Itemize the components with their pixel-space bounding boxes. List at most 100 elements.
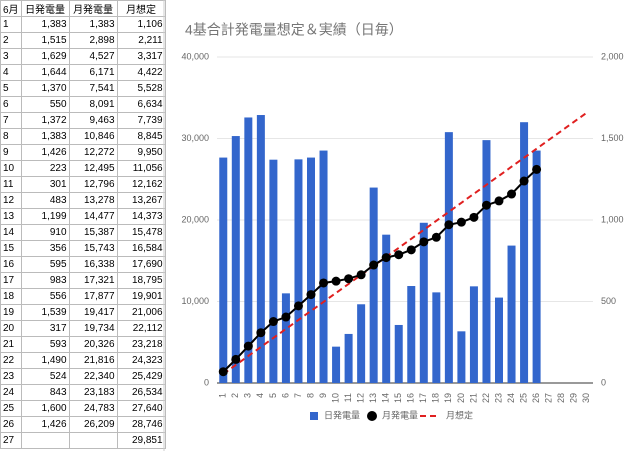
bar bbox=[256, 115, 265, 383]
line-point bbox=[306, 290, 316, 300]
table-row: 7 1,372 9,463 7,739 bbox=[0, 112, 166, 129]
bar bbox=[469, 286, 478, 383]
legend-label: 月想定 bbox=[446, 409, 473, 420]
table-row: 6月 日発電量 月発電量 月想定 bbox=[0, 0, 166, 17]
bar bbox=[520, 122, 529, 383]
line-point bbox=[469, 212, 479, 222]
table-row: 15 356 15,743 16,584 bbox=[0, 240, 166, 257]
y-tick-label: 10,000 bbox=[181, 296, 209, 306]
x-tick-label: 6 bbox=[280, 393, 290, 398]
table-row: 18 556 17,877 19,901 bbox=[0, 288, 166, 305]
line-point bbox=[331, 276, 341, 286]
table-cell: 29,851 bbox=[116, 432, 166, 449]
dashed-line bbox=[222, 111, 588, 375]
table-row: 24 843 23,183 26,534 bbox=[0, 384, 166, 401]
line-point bbox=[293, 301, 303, 311]
bar bbox=[394, 324, 403, 383]
table-row: 8 1,383 10,846 8,845 bbox=[0, 128, 166, 145]
table-row: 26 1,426 26,209 28,746 bbox=[0, 416, 166, 433]
bar bbox=[407, 286, 416, 383]
table-cell: 26,534 bbox=[116, 384, 166, 401]
x-tick-label: 7 bbox=[293, 393, 303, 398]
y2-tick-label: 2,000 bbox=[601, 51, 624, 61]
chart-title: 4基合計発電量想定＆実績（日毎） bbox=[185, 22, 403, 38]
y-tick-label: 30,000 bbox=[181, 133, 209, 143]
legend-swatch bbox=[310, 412, 318, 420]
bar bbox=[231, 136, 240, 383]
line-point bbox=[231, 354, 241, 364]
x-tick-label: 20 bbox=[456, 393, 466, 403]
bar bbox=[281, 293, 290, 383]
legend-label: 日発電量 bbox=[324, 409, 360, 420]
line-point bbox=[494, 196, 504, 206]
line-point bbox=[519, 176, 529, 186]
bar bbox=[495, 297, 503, 383]
line-point bbox=[268, 317, 278, 327]
table-row: 22 1,490 21,816 24,323 bbox=[0, 352, 166, 369]
legend-label: 月発電量 bbox=[382, 409, 418, 420]
x-tick-label: 21 bbox=[468, 393, 478, 403]
x-tick-label: 27 bbox=[544, 393, 554, 403]
line-point bbox=[456, 217, 466, 227]
x-tick-label: 2 bbox=[230, 393, 240, 398]
y2-tick-label: 0 bbox=[601, 377, 606, 387]
x-tick-label: 3 bbox=[243, 393, 253, 398]
x-tick-label: 25 bbox=[518, 393, 528, 403]
y2-tick-label: 1,500 bbox=[601, 133, 624, 143]
bar bbox=[369, 187, 378, 383]
table-row: 16 595 16,338 17,690 bbox=[0, 256, 166, 273]
bar bbox=[432, 292, 441, 383]
line-point bbox=[481, 200, 491, 210]
line-point bbox=[381, 253, 391, 263]
line-point bbox=[319, 278, 329, 288]
line-point bbox=[281, 312, 291, 322]
bar bbox=[457, 331, 466, 383]
bar bbox=[269, 159, 278, 383]
line-point bbox=[406, 245, 416, 255]
x-tick-label: 16 bbox=[406, 393, 416, 403]
table-cell: 17,690 bbox=[116, 256, 166, 273]
y2-tick-label: 500 bbox=[601, 296, 616, 306]
line-point bbox=[532, 164, 542, 174]
bar bbox=[294, 159, 303, 383]
x-tick-label: 5 bbox=[268, 393, 278, 398]
x-tick-label: 11 bbox=[343, 393, 353, 402]
line-point bbox=[344, 274, 354, 284]
bar bbox=[382, 234, 391, 383]
bar bbox=[219, 157, 228, 383]
x-tick-label: 15 bbox=[393, 393, 403, 403]
table-row: 11 301 12,796 12,162 bbox=[0, 176, 166, 193]
table-row: 23 524 22,340 25,429 bbox=[0, 368, 166, 385]
x-tick-label: 8 bbox=[305, 393, 315, 398]
x-tick-label: 18 bbox=[431, 393, 441, 403]
line-point bbox=[431, 232, 441, 242]
bar bbox=[532, 150, 541, 383]
y2-tick-label: 1,000 bbox=[601, 214, 624, 224]
line-point bbox=[419, 237, 429, 247]
line-point bbox=[444, 220, 454, 230]
table-cell: 5,528 bbox=[116, 80, 166, 97]
bar bbox=[344, 333, 353, 383]
x-tick-label: 13 bbox=[368, 393, 378, 403]
line-point bbox=[218, 367, 228, 377]
bar bbox=[319, 150, 328, 383]
x-tick-label: 4 bbox=[255, 393, 265, 398]
bar bbox=[332, 346, 341, 383]
line-point bbox=[243, 341, 253, 351]
bar bbox=[244, 117, 253, 384]
x-tick-label: 17 bbox=[418, 393, 428, 403]
bar bbox=[507, 245, 516, 383]
bar bbox=[482, 140, 491, 383]
x-tick-label: 19 bbox=[443, 393, 453, 403]
x-tick-label: 14 bbox=[381, 393, 391, 403]
line-point bbox=[356, 270, 366, 280]
table-row: 2 1,515 2,898 2,211 bbox=[0, 32, 166, 49]
x-tick-label: 30 bbox=[581, 393, 591, 403]
x-tick-label: 22 bbox=[481, 393, 491, 403]
bar bbox=[307, 157, 315, 383]
x-tick-label: 23 bbox=[493, 393, 503, 403]
table-row: 4 1,644 6,171 4,422 bbox=[0, 64, 166, 81]
y-tick-label: 20,000 bbox=[181, 214, 209, 224]
